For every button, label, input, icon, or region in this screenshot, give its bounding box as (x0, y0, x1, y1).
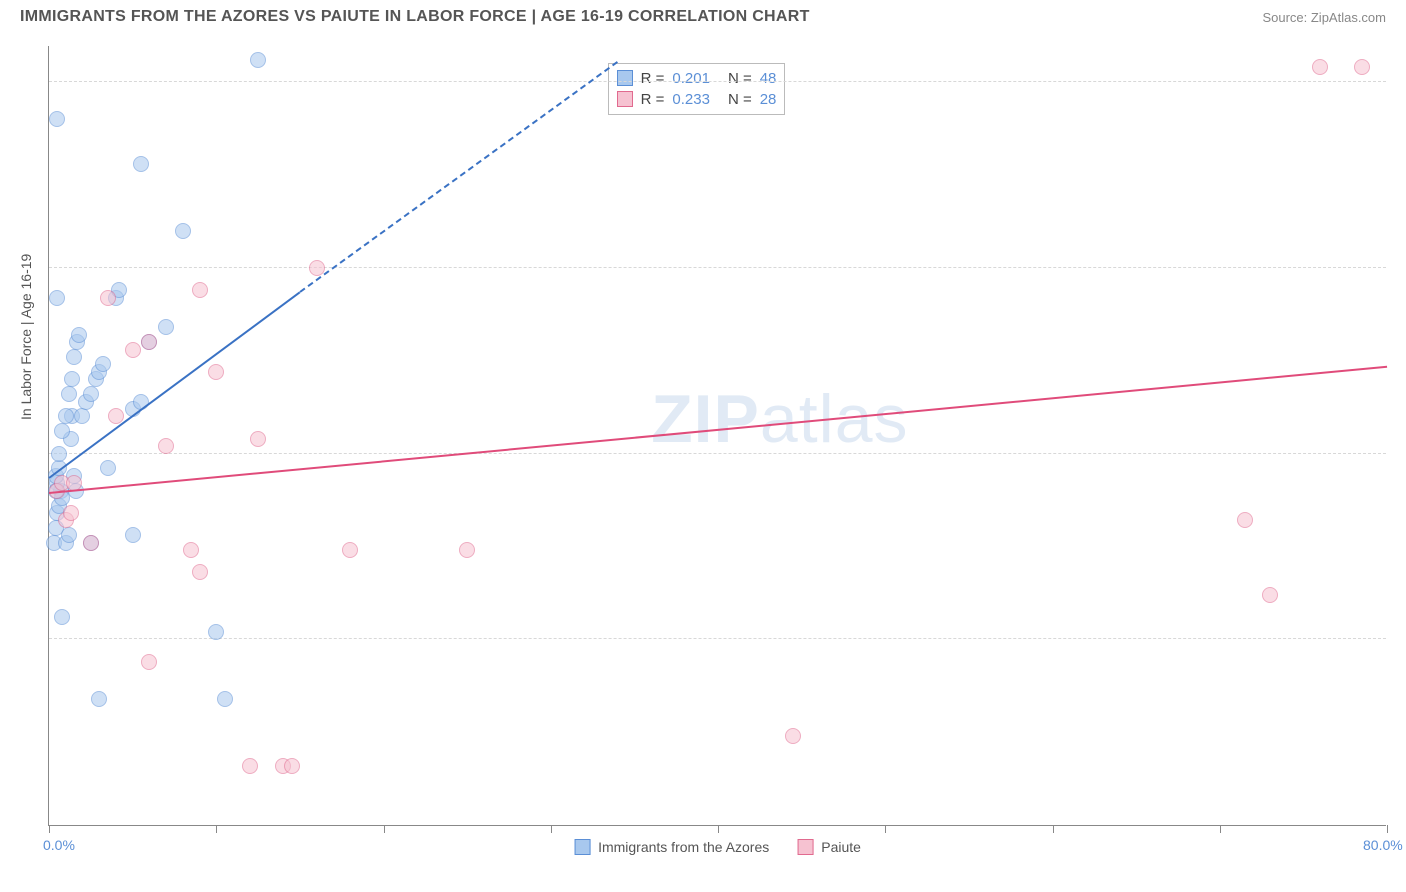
data-point (250, 52, 266, 68)
data-point (785, 728, 801, 744)
data-point (175, 223, 191, 239)
data-point (49, 290, 65, 306)
correlation-stats-box: R = 0.201 N = 48 R = 0.233 N = 28 (608, 63, 786, 115)
data-point (64, 371, 80, 387)
data-point (95, 356, 111, 372)
data-point (459, 542, 475, 558)
data-point (1354, 59, 1370, 75)
x-tick (1053, 825, 1054, 833)
data-point (83, 386, 99, 402)
y-tick-label: 50.0% (1396, 446, 1406, 462)
legend-swatch (797, 839, 813, 855)
data-point (58, 408, 74, 424)
data-point (83, 535, 99, 551)
data-point (66, 349, 82, 365)
watermark: ZIPatlas (651, 380, 908, 458)
data-point (1312, 59, 1328, 75)
regression-line (48, 291, 300, 478)
stats-row: R = 0.201 N = 48 (617, 68, 777, 89)
data-point (125, 342, 141, 358)
watermark-bold: ZIP (651, 381, 760, 457)
scatter-chart: ZIPatlas R = 0.201N = 48R = 0.233N = 28 … (48, 46, 1386, 826)
stats-n-label: N = (728, 70, 752, 87)
data-point (133, 156, 149, 172)
gridline (49, 267, 1386, 268)
y-tick-label: 25.0% (1396, 631, 1406, 647)
x-tick-label: 0.0% (43, 837, 75, 853)
data-point (1262, 587, 1278, 603)
chart-legend: Immigrants from the Azores Paiute (574, 839, 861, 855)
data-point (61, 386, 77, 402)
x-tick (885, 825, 886, 833)
gridline (49, 638, 1386, 639)
data-point (250, 431, 266, 447)
data-point (192, 282, 208, 298)
source-label: Source: (1262, 10, 1310, 25)
data-point (183, 542, 199, 558)
y-tick-label: 75.0% (1396, 260, 1406, 276)
y-axis-label: In Labor Force | Age 16-19 (18, 254, 34, 420)
stats-swatch (617, 70, 633, 86)
data-point (125, 527, 141, 543)
data-point (74, 408, 90, 424)
legend-item: Paiute (797, 839, 861, 855)
x-tick (551, 825, 552, 833)
x-tick (216, 825, 217, 833)
legend-item: Immigrants from the Azores (574, 839, 769, 855)
data-point (192, 564, 208, 580)
stats-row: R = 0.233 N = 28 (617, 89, 777, 110)
data-point (342, 542, 358, 558)
stats-r-label: R = (641, 91, 665, 108)
x-tick-label: 80.0% (1363, 837, 1403, 853)
y-tick-label: 100.0% (1396, 74, 1406, 90)
data-point (71, 327, 87, 343)
legend-label: Immigrants from the Azores (598, 839, 769, 855)
legend-label: Paiute (821, 839, 861, 855)
data-point (242, 758, 258, 774)
data-point (158, 438, 174, 454)
data-point (208, 624, 224, 640)
stats-n-label: N = (728, 91, 752, 108)
data-point (141, 654, 157, 670)
data-point (1237, 512, 1253, 528)
stats-swatch (617, 91, 633, 107)
gridline (49, 81, 1386, 82)
gridline (49, 453, 1386, 454)
stats-n-value: 28 (760, 91, 777, 108)
data-point (158, 319, 174, 335)
x-tick (384, 825, 385, 833)
data-point (208, 364, 224, 380)
stats-r-label: R = (641, 70, 665, 87)
data-point (54, 423, 70, 439)
chart-header: IMMIGRANTS FROM THE AZORES VS PAIUTE IN … (0, 0, 1406, 32)
data-point (141, 334, 157, 350)
legend-swatch (574, 839, 590, 855)
stats-r-value: 0.233 (672, 91, 710, 108)
data-point (100, 290, 116, 306)
regression-line (49, 365, 1387, 493)
regression-line-dashed (299, 61, 618, 293)
data-point (61, 527, 77, 543)
data-point (100, 460, 116, 476)
data-point (49, 111, 65, 127)
source-attribution: Source: ZipAtlas.com (1262, 10, 1386, 25)
data-point (51, 446, 67, 462)
x-tick (1387, 825, 1388, 833)
data-point (284, 758, 300, 774)
source-link[interactable]: ZipAtlas.com (1311, 10, 1386, 25)
data-point (91, 691, 107, 707)
x-tick (1220, 825, 1221, 833)
stats-n-value: 48 (760, 70, 777, 87)
chart-title: IMMIGRANTS FROM THE AZORES VS PAIUTE IN … (20, 8, 810, 26)
x-tick (718, 825, 719, 833)
stats-r-value: 0.201 (672, 70, 710, 87)
data-point (54, 609, 70, 625)
data-point (63, 505, 79, 521)
data-point (217, 691, 233, 707)
x-tick (49, 825, 50, 833)
